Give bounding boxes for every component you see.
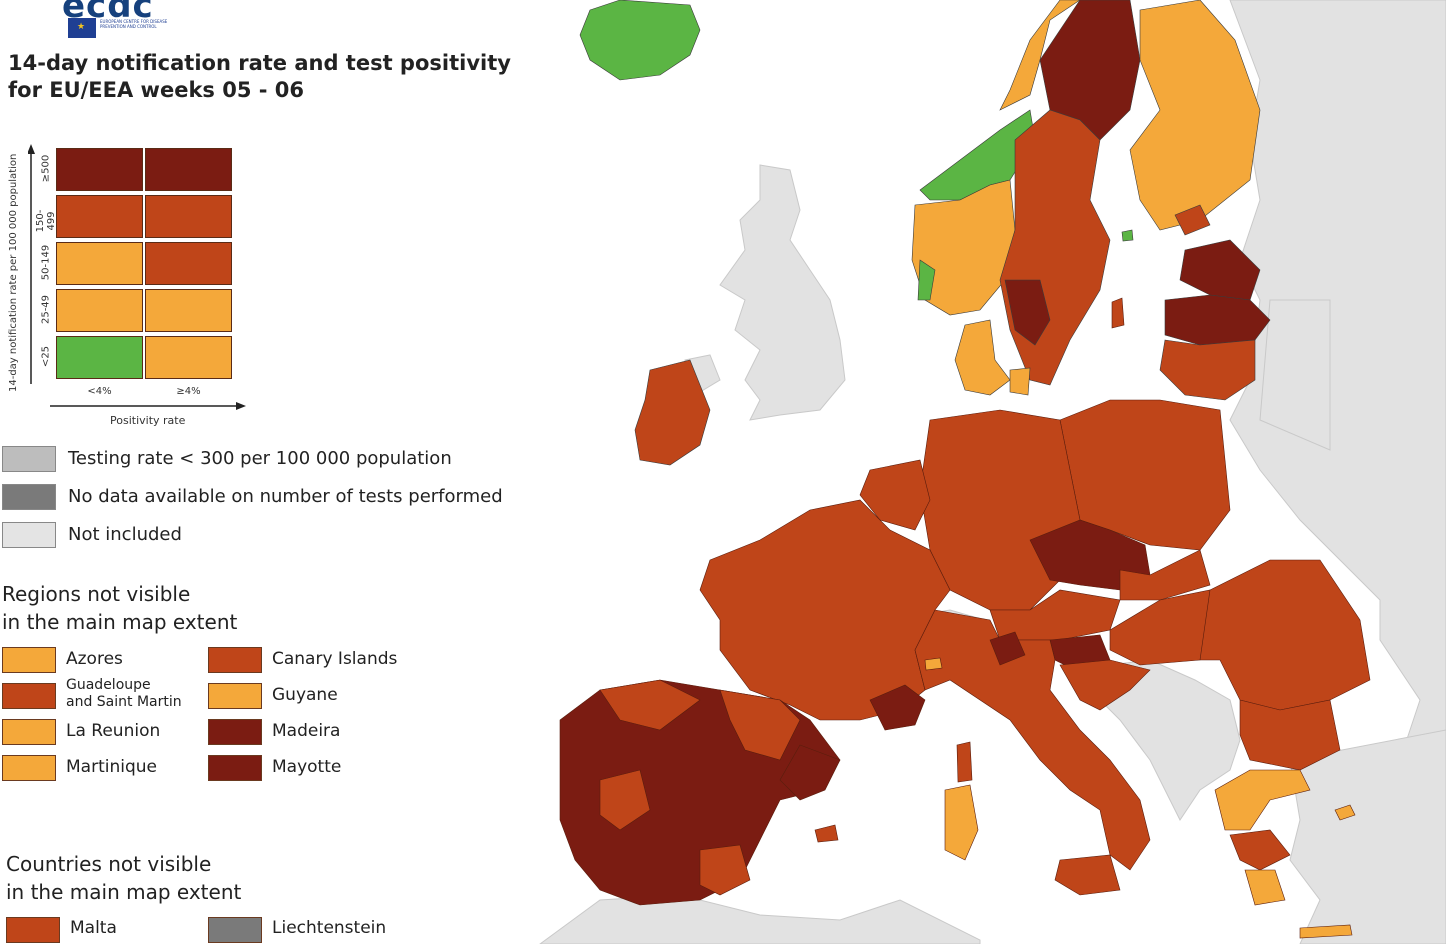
- region-label: Canary Islands: [272, 649, 398, 669]
- map-title: 14-day notification rate and test positi…: [8, 51, 511, 102]
- matrix-row-label: 25-49: [40, 294, 52, 325]
- matrix-cell: [145, 148, 232, 191]
- region-label: La Reunion: [66, 721, 161, 741]
- region-swatch: [2, 683, 56, 709]
- gotland[interactable]: [1111, 297, 1125, 329]
- region-swatch: [2, 719, 56, 745]
- matrix-cell: [56, 148, 143, 191]
- country-label: Liechtenstein: [272, 918, 387, 938]
- legend-swatch: [2, 522, 56, 548]
- matrix-axes: [28, 144, 246, 410]
- ticino-region[interactable]: [924, 657, 943, 671]
- greece[interactable]: [1214, 769, 1353, 939]
- region-label: Madeira: [272, 721, 341, 741]
- matrix-column-label: <4%: [87, 386, 112, 397]
- ecdc-logo-subtext: EUROPEAN CENTRE FOR DISEASE PREVENTION A…: [100, 19, 168, 29]
- continental-eu[interactable]: [699, 399, 1371, 896]
- region-swatch: [208, 719, 262, 745]
- country-label: Malta: [70, 918, 117, 938]
- country-swatch: [6, 917, 60, 943]
- matrix-cell: [56, 195, 143, 238]
- ecdc-logo: ecdc EUROPEAN CENTRE FOR DISEASE PREVENT…: [32, 0, 167, 42]
- denmark-zealand[interactable]: [1009, 367, 1031, 396]
- region-swatch: [2, 755, 56, 781]
- positivity-matrix: [56, 148, 234, 380]
- iberia[interactable]: [559, 679, 841, 906]
- legend-swatch: [2, 484, 56, 510]
- baltics[interactable]: [1159, 239, 1271, 401]
- non-eu-land: [539, 0, 1446, 944]
- norway[interactable]: [911, 0, 1081, 316]
- region-swatch: [208, 755, 262, 781]
- regions-section-title: Regions not visible in the main map exte…: [2, 582, 238, 634]
- matrix-row-label: 50-149: [40, 244, 52, 281]
- matrix-cell: [145, 336, 232, 379]
- region-label: Mayotte: [272, 757, 342, 777]
- legend-label: Testing rate < 300 per 100 000 populatio…: [68, 448, 452, 469]
- region-swatch: [208, 647, 262, 673]
- sweden[interactable]: [999, 0, 1141, 386]
- matrix-cell: [145, 289, 232, 332]
- finland[interactable]: [1129, 0, 1261, 231]
- matrix-cell: [145, 242, 232, 285]
- legend-label: Not included: [68, 524, 182, 545]
- matrix-row-label: <25: [40, 345, 52, 368]
- matrix-y-axis-label: 14-day notification rate per 100 000 pop…: [8, 153, 19, 392]
- matrix-cell: [56, 242, 143, 285]
- matrix-cell: [145, 195, 232, 238]
- region-label: Azores: [66, 649, 123, 669]
- region-swatch: [2, 647, 56, 673]
- denmark[interactable]: [954, 319, 1011, 396]
- ireland[interactable]: [634, 359, 711, 466]
- legend-swatch: [2, 446, 56, 472]
- matrix-cell: [56, 289, 143, 332]
- aegean-island[interactable]: [1334, 804, 1356, 821]
- region-label: Guadeloupe and Saint Martin: [66, 677, 182, 710]
- matrix-row-label: 150-499: [35, 209, 57, 233]
- aland[interactable]: [1121, 229, 1134, 242]
- matrix-x-axis-label: Positivity rate: [110, 414, 186, 427]
- countries-section-title: Countries not visible in the main map ex…: [6, 852, 242, 904]
- balearic-islands[interactable]: [814, 824, 839, 843]
- eu-flag-icon: [68, 18, 96, 38]
- matrix-row-label: ≥500: [40, 154, 52, 183]
- legend-label: No data available on number of tests per…: [68, 486, 503, 507]
- finland-south-region[interactable]: [1174, 204, 1211, 236]
- country-swatch: [208, 917, 262, 943]
- region-label: Martinique: [66, 757, 157, 777]
- region-label: Guyane: [272, 685, 338, 705]
- iceland[interactable]: [579, 0, 701, 81]
- matrix-cell: [56, 336, 143, 379]
- region-swatch: [208, 683, 262, 709]
- matrix-column-label: ≥4%: [176, 386, 201, 397]
